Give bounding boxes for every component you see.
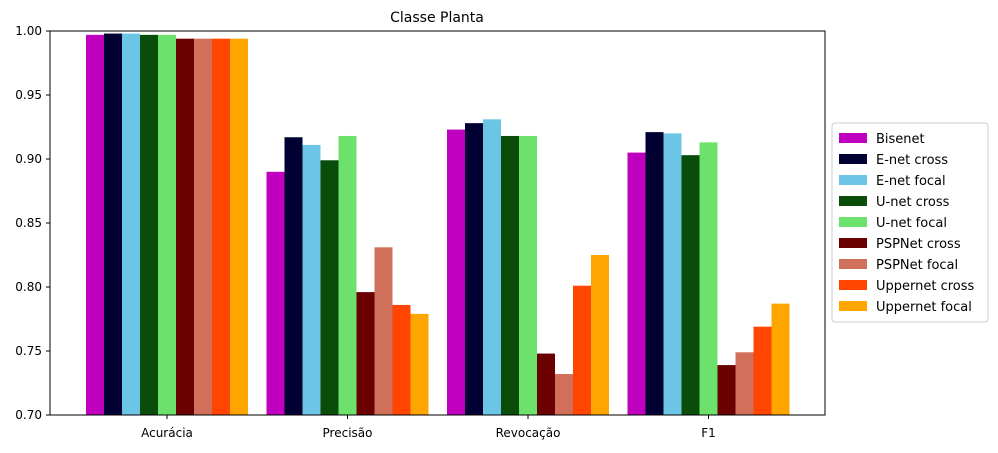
bar-pspnet-focal-1 <box>374 247 393 415</box>
x-tick-label: Precisão <box>323 426 373 440</box>
bar-u-net-cross-2 <box>501 135 519 415</box>
bar-e-net-focal-1 <box>302 144 321 416</box>
legend-label: Uppernet cross <box>876 279 975 294</box>
legend-swatch <box>839 217 867 227</box>
legend-label: E-net cross <box>876 153 948 168</box>
legend-swatch <box>839 280 867 290</box>
bar-bisenet-1 <box>266 171 285 415</box>
bar-uppernet-cross-0 <box>212 38 230 416</box>
bar-uppernet-focal-2 <box>591 255 609 415</box>
x-tick-label: Acurácia <box>141 426 193 440</box>
plot-frame <box>49 30 826 416</box>
legend-label: E-net focal <box>876 174 946 189</box>
bar-bisenet-0 <box>86 34 104 416</box>
axes-layer: 0.70 0.75 0.80 0.85 0.90 0.95 1.00 Acurácia Prec… <box>15 24 715 440</box>
y-tick-label: 0.85 <box>15 216 42 230</box>
bar-u-net-cross-0 <box>140 34 158 416</box>
bar-e-net-cross-2 <box>465 123 483 415</box>
y-tick-label: 1.00 <box>15 24 42 38</box>
legend-frame <box>831 122 989 323</box>
y-tick-label: 0.80 <box>15 280 42 294</box>
legend-label: U-net cross <box>876 195 950 210</box>
bar-u-net-cross-3 <box>681 155 700 415</box>
legend-swatch <box>839 133 867 143</box>
bar-e-net-cross-3 <box>645 132 664 415</box>
bar-e-net-focal-2 <box>483 119 501 415</box>
bar-u-net-focal-0 <box>158 34 176 416</box>
bar-e-net-cross-1 <box>284 137 303 416</box>
bar-u-net-cross-1 <box>320 160 339 415</box>
legend-label: U-net focal <box>876 216 947 231</box>
bar-uppernet-focal-0 <box>230 38 248 416</box>
x-tick-label: F1 <box>701 426 716 440</box>
legend-label: PSPNet cross <box>876 237 961 252</box>
bar-uppernet-focal-3 <box>771 303 790 415</box>
y-tick-label: 0.75 <box>15 344 42 358</box>
bar-uppernet-cross-3 <box>753 326 772 415</box>
bar-bisenet-3 <box>627 152 646 415</box>
bar-pspnet-cross-2 <box>537 353 555 415</box>
bar-uppernet-cross-1 <box>392 304 411 415</box>
legend-label: Bisenet <box>876 132 925 147</box>
legend-swatch <box>839 238 867 248</box>
bar-e-net-focal-3 <box>663 133 682 415</box>
bars-layer <box>86 33 790 416</box>
legend-swatch <box>839 154 867 164</box>
bar-u-net-focal-3 <box>699 142 718 416</box>
legend-label: Uppernet focal <box>876 300 972 315</box>
y-tick-label: 0.95 <box>15 88 42 102</box>
x-tick-label: Revocação <box>496 426 561 440</box>
bar-pspnet-focal-3 <box>735 352 754 415</box>
bar-pspnet-cross-1 <box>356 292 375 415</box>
legend-label: PSPNet focal <box>876 258 958 273</box>
chart-title: Classe Planta <box>390 10 484 26</box>
bar-pspnet-focal-0 <box>194 38 212 416</box>
bar-bisenet-2 <box>447 129 465 415</box>
legend-swatch <box>839 175 867 185</box>
bar-pspnet-focal-2 <box>555 374 573 415</box>
bar-e-net-focal-0 <box>122 33 140 416</box>
bar-uppernet-focal-1 <box>410 313 429 415</box>
bar-pspnet-cross-0 <box>176 38 194 416</box>
legend-swatch <box>839 196 867 206</box>
y-tick-label: 0.90 <box>15 152 42 166</box>
legend-swatch <box>839 259 867 269</box>
bar-uppernet-cross-2 <box>573 285 591 415</box>
legend-swatch <box>839 301 867 311</box>
y-tick-label: 0.70 <box>15 408 42 422</box>
bar-u-net-focal-1 <box>338 135 357 415</box>
bar-u-net-focal-2 <box>519 135 537 415</box>
legend: Bisenet E-net cross E-net focal U-net cross… <box>831 122 989 323</box>
bar-e-net-cross-0 <box>104 33 122 416</box>
bar-pspnet-cross-3 <box>717 365 736 415</box>
